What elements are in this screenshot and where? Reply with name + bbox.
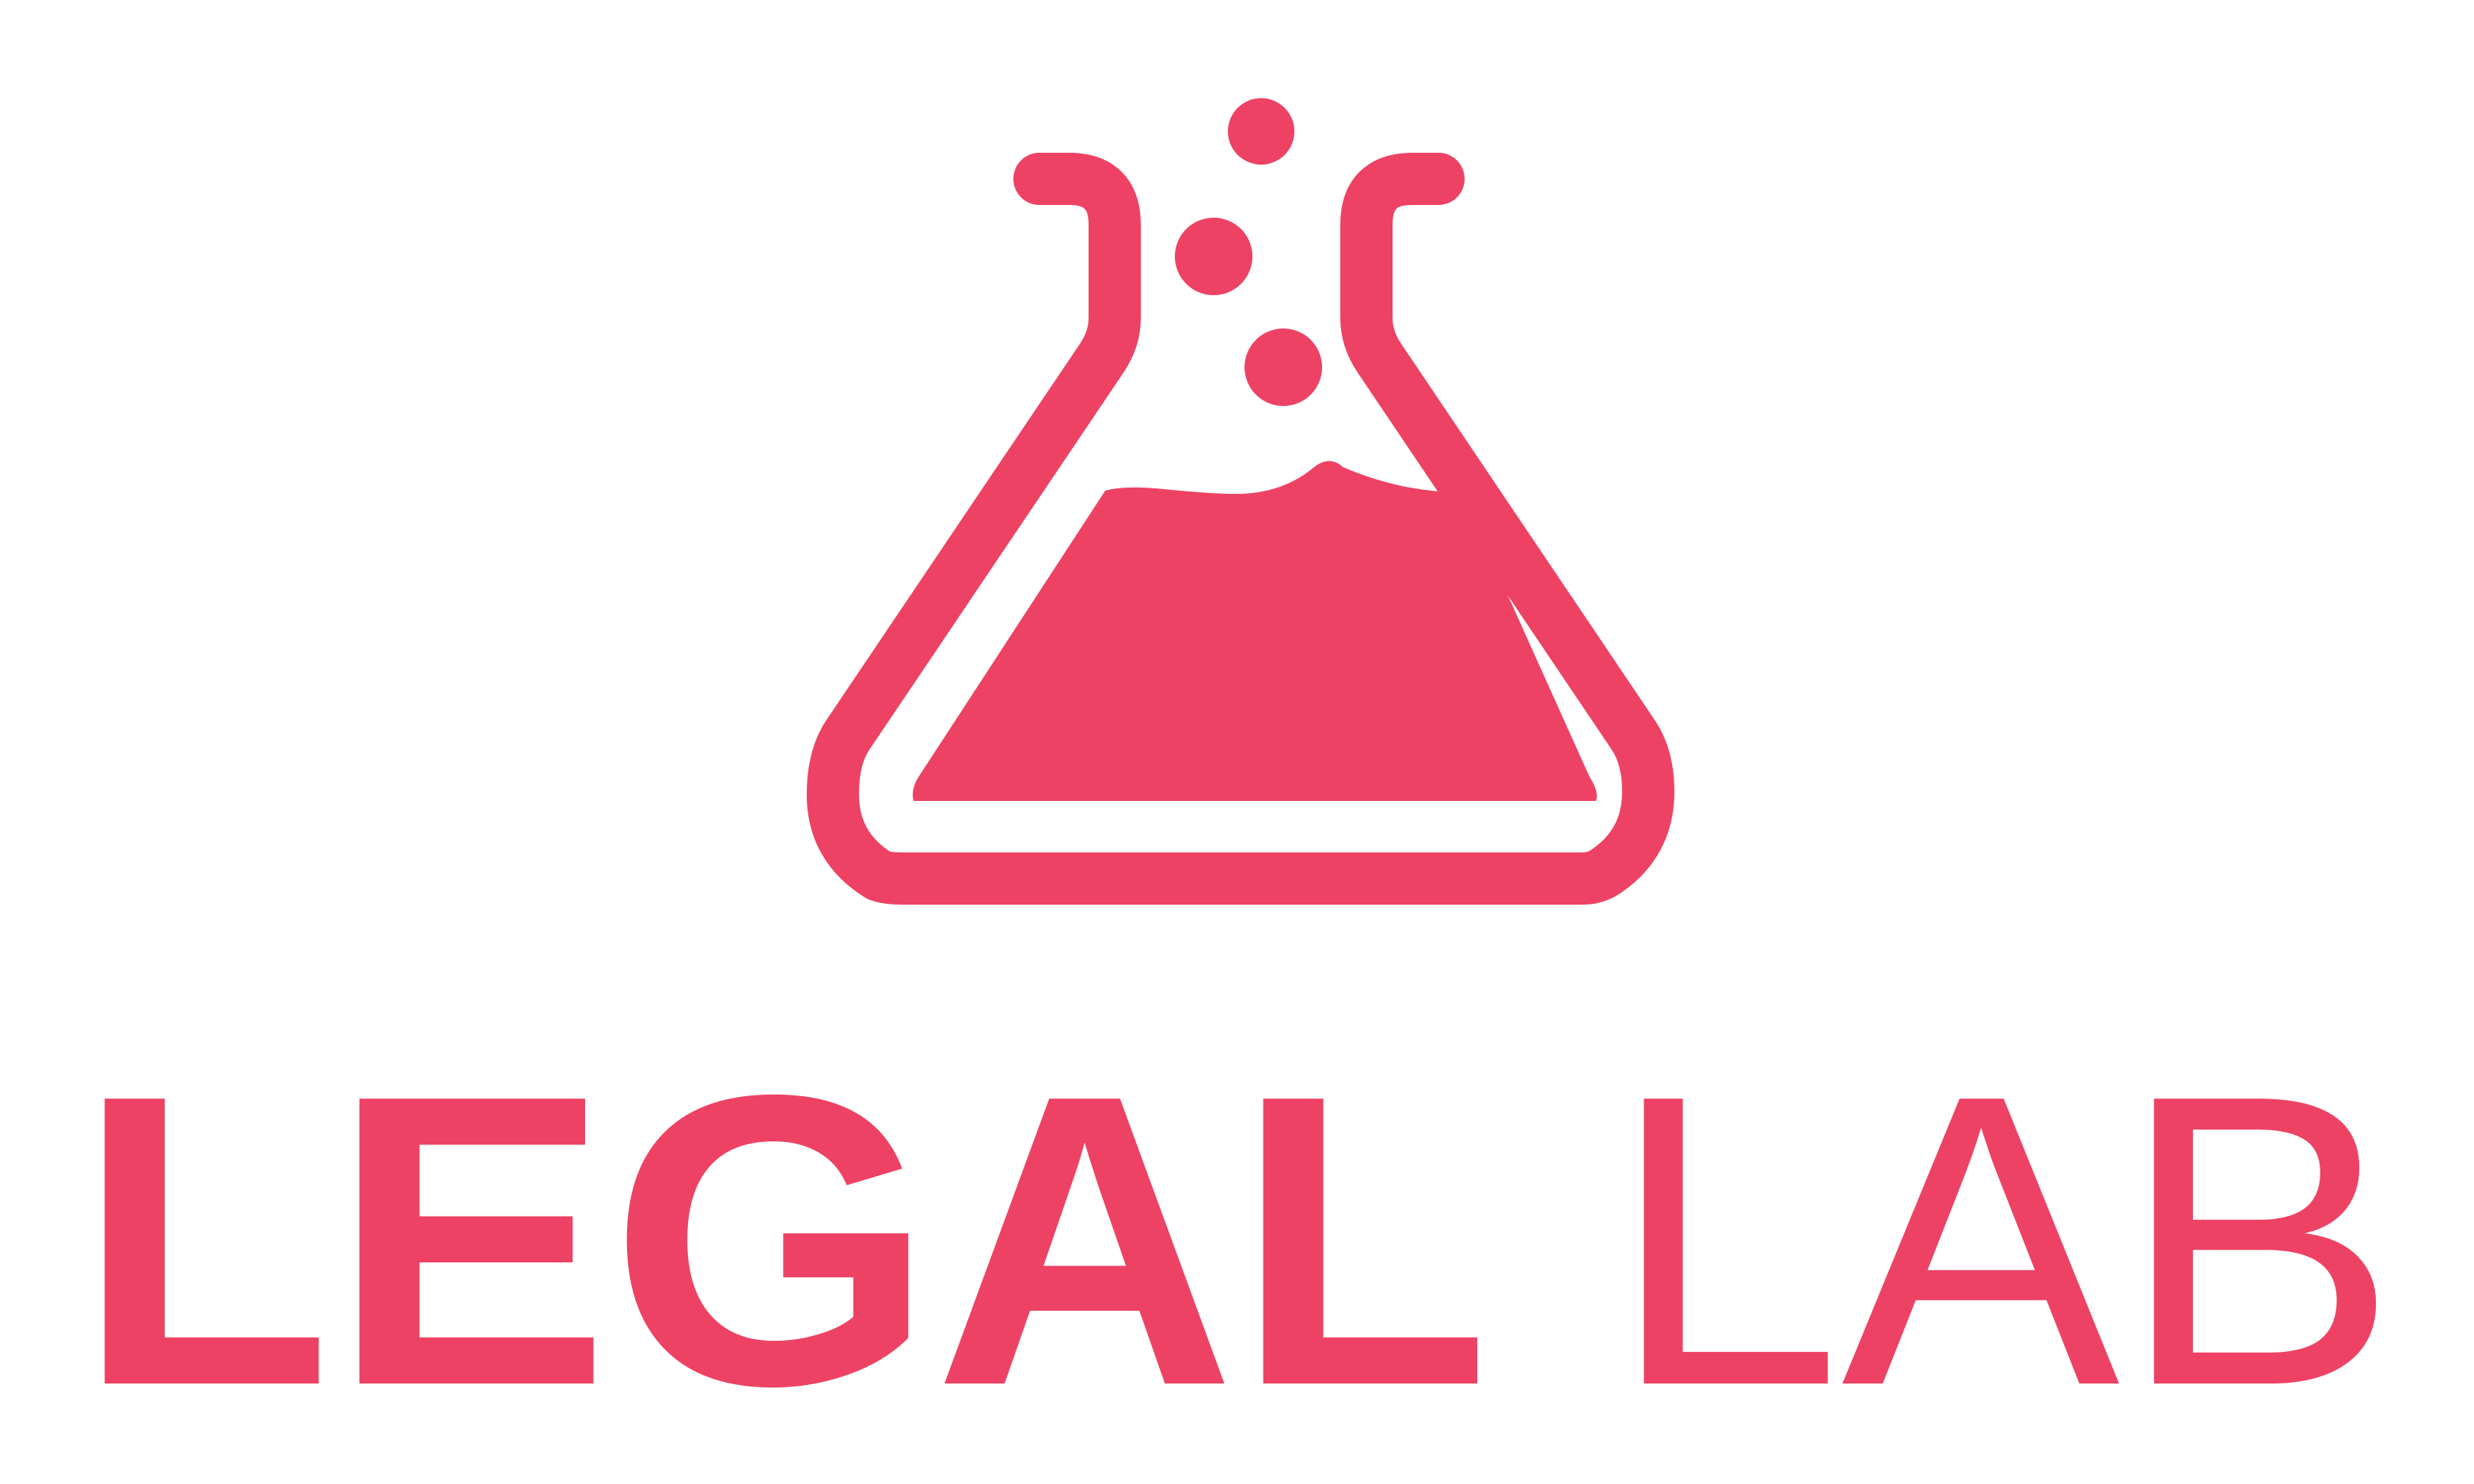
- bubble-icon: [1175, 218, 1252, 295]
- wordmark-bold: LEGAL: [77, 1009, 1490, 1471]
- flask-outline: [807, 153, 1674, 905]
- bubble-icon: [1245, 328, 1322, 406]
- flask-liquid: [912, 461, 1597, 801]
- bubble-icon: [1228, 98, 1294, 165]
- wordmark: LEGAL LAB: [77, 1009, 2398, 1471]
- flask-icon: [807, 98, 1674, 905]
- wordmark-light: LAB: [1609, 1009, 2398, 1471]
